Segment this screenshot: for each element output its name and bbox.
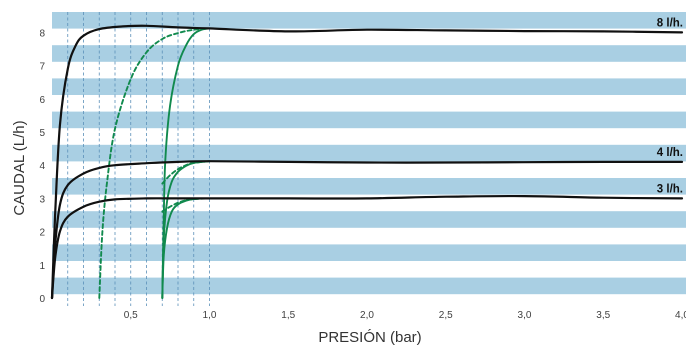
stripe-band — [52, 111, 686, 129]
stripe-band — [52, 78, 686, 95]
stripe-band — [52, 211, 686, 228]
series-labels: 8 l/h. 4 l/h. 3 l/h. — [657, 17, 683, 195]
stripe-band — [52, 144, 686, 162]
x-tick-label: 4,0 — [675, 310, 686, 321]
y-axis-title: CAUDAL (L/h) — [11, 120, 28, 215]
series-label: 8 l/h. — [657, 17, 683, 29]
series-label: 4 l/h. — [657, 147, 683, 159]
background-stripes — [52, 12, 686, 295]
stripe-band — [52, 12, 686, 29]
y-tick-label: 2 — [39, 228, 45, 239]
green-curve — [161, 160, 211, 185]
x-tick-label: 1,5 — [281, 310, 295, 321]
y-tick-label: 3 — [39, 194, 45, 205]
y-tick-label: 1 — [39, 261, 45, 272]
series-lines — [50, 24, 684, 300]
y-tick-label: 7 — [39, 62, 45, 73]
x-tick-label: 3,0 — [518, 310, 532, 321]
y-tick-labels: 0 1 2 3 4 5 6 7 8 — [39, 28, 45, 305]
stripe-band — [52, 244, 686, 261]
y-tick-label: 6 — [39, 95, 45, 106]
x-tick-label: 2,5 — [439, 310, 453, 321]
x-tick-label: 3,5 — [596, 310, 610, 321]
x-tick-label: 0,5 — [124, 310, 138, 321]
green-curve — [98, 27, 211, 299]
series-line — [50, 194, 684, 300]
green-curve — [161, 27, 211, 299]
x-axis-title: PRESIÓN (bar) — [318, 329, 421, 346]
series-label: 3 l/h. — [657, 183, 683, 195]
y-tick-label: 8 — [39, 28, 45, 39]
stripe-band — [52, 277, 686, 295]
y-tick-label: 4 — [39, 161, 45, 172]
y-tick-label: 0 — [39, 294, 45, 305]
series-line — [50, 24, 684, 300]
stripe-band — [52, 178, 686, 195]
series-line — [50, 160, 684, 300]
x-tick-label: 2,0 — [360, 310, 374, 321]
x-tick-labels: 0,5 1,0 1,5 2,0 2,5 3,0 3,5 4,0 — [124, 310, 686, 321]
stripe-band — [52, 45, 686, 62]
x-tick-label: 1,0 — [203, 310, 217, 321]
y-tick-label: 5 — [39, 128, 45, 139]
